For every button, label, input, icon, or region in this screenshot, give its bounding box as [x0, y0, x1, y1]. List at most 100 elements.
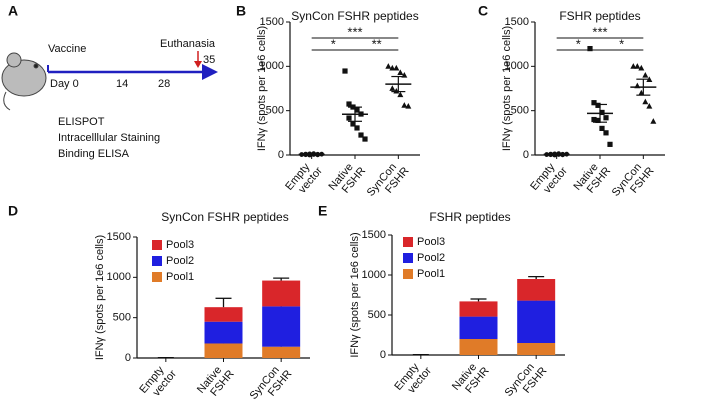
x-tick-label: Native FSHR [195, 360, 237, 403]
y-tick-label: 1000 [505, 60, 529, 72]
point [401, 102, 408, 108]
point [603, 130, 609, 136]
legend-swatch [152, 256, 162, 266]
y-tick-label: 500 [511, 105, 529, 117]
y-axis-label: IFNγ (spots per 1e6 cells) [349, 232, 361, 357]
y-tick-label: 500 [113, 312, 131, 324]
bar-segment [459, 316, 498, 339]
point [591, 100, 597, 106]
chart-title: SynCon FSHR peptides [291, 9, 418, 23]
x-tick-label: Empty vector [137, 360, 179, 403]
y-tick-label: 0 [523, 149, 529, 161]
significance-label: * [331, 36, 336, 51]
chart-title: FSHR peptides [559, 9, 640, 23]
y-tick-label: 1000 [362, 269, 386, 281]
point [358, 132, 364, 138]
day-label: 35 [203, 54, 215, 66]
mouse-icon [1, 52, 47, 111]
x-tick-label: SynCon FSHR [365, 157, 412, 206]
panel-letter: B [236, 3, 246, 19]
point [642, 98, 649, 105]
x-tick-label: Native FSHR [571, 157, 613, 200]
legend-label: Pool2 [166, 255, 194, 267]
vaccine-label: Vaccine [48, 43, 86, 55]
legend-label: Pool1 [166, 271, 194, 283]
legend-label: Pool3 [417, 236, 445, 248]
legend-label: Pool2 [417, 252, 445, 264]
chart-panel: C FSHR peptides IFNγ (spots per 1e6 cells)… [478, 3, 665, 206]
point [599, 109, 605, 116]
point [342, 68, 348, 74]
point [630, 63, 637, 69]
x-tick-label: SynCon FSHR [610, 157, 657, 206]
panel-letter: A [8, 3, 18, 19]
point [646, 103, 653, 109]
x-tick-label: Empty vector [283, 157, 325, 200]
bar-segment [204, 321, 243, 344]
assay: Intracelllular Staining [58, 132, 160, 144]
y-tick-label: 0 [125, 352, 131, 364]
bar-segment [262, 306, 301, 347]
point [385, 63, 392, 69]
legend-swatch [152, 240, 162, 250]
y-tick-label: 1000 [260, 60, 284, 72]
bar-segment [204, 343, 243, 358]
bar-segment [459, 301, 498, 317]
chart-title: FSHR peptides [429, 210, 510, 224]
point [362, 136, 368, 142]
bar-segment [517, 279, 556, 301]
day-label: 14 [116, 78, 128, 90]
point [638, 64, 645, 71]
bar-segment [262, 280, 301, 307]
y-tick-label: 1000 [107, 271, 131, 283]
legend-swatch [403, 237, 413, 247]
bar-segment [459, 339, 498, 355]
bar-segment [262, 346, 301, 358]
point [397, 91, 404, 98]
point [587, 46, 593, 52]
arrow-head [202, 64, 218, 80]
euthanasia-label: Euthanasia [160, 38, 216, 50]
significance-label: * [576, 36, 581, 51]
y-axis-label: IFNγ (spots per 1e6 cells) [94, 235, 106, 360]
legend-swatch [152, 272, 162, 282]
point [642, 72, 649, 78]
y-tick-label: 1500 [260, 16, 284, 28]
y-tick-label: 0 [278, 149, 284, 161]
y-tick-label: 1500 [362, 229, 386, 241]
y-axis-label: IFNγ (spots per 1e6 cells) [501, 26, 513, 151]
point [354, 125, 360, 131]
panel-letter: C [478, 3, 488, 19]
y-tick-label: 500 [368, 309, 386, 321]
legend-swatch [403, 269, 413, 279]
point [346, 115, 352, 121]
y-tick-label: 1500 [505, 16, 529, 28]
assay: Binding ELISA [58, 148, 130, 160]
day-label: 28 [158, 78, 170, 90]
point [634, 63, 641, 69]
red-arrow-head [194, 61, 202, 68]
x-tick-label: Native FSHR [326, 157, 368, 200]
significance-label: *** [592, 24, 607, 39]
legend-swatch [403, 253, 413, 263]
chart-panel: E FSHR peptides IFNγ (spots per 1e6 cells)… [318, 203, 565, 406]
point [346, 101, 352, 107]
bar-segment [204, 307, 243, 322]
x-tick-label: Empty vector [392, 357, 434, 400]
y-tick-label: 0 [380, 349, 386, 361]
point [595, 117, 601, 124]
point [591, 116, 597, 123]
assay: ELISPOT [58, 116, 105, 128]
point [595, 102, 601, 108]
chart-panel: B SynCon FSHR peptides IFNγ (spots per 1e6… [236, 3, 420, 206]
point [389, 64, 396, 71]
significance-label: ** [372, 36, 382, 51]
bar-segment [517, 343, 556, 355]
x-tick-label: SynCon FSHR [247, 360, 294, 406]
y-axis-label: IFNγ (spots per 1e6 cells) [256, 26, 268, 151]
legend-label: Pool1 [417, 268, 445, 280]
panel-letter: D [8, 203, 18, 219]
x-tick-label: SynCon FSHR [502, 357, 549, 406]
timeline-panel: A Vaccine Euthanasia Day 0 14 28 35 ELIS… [1, 3, 218, 160]
